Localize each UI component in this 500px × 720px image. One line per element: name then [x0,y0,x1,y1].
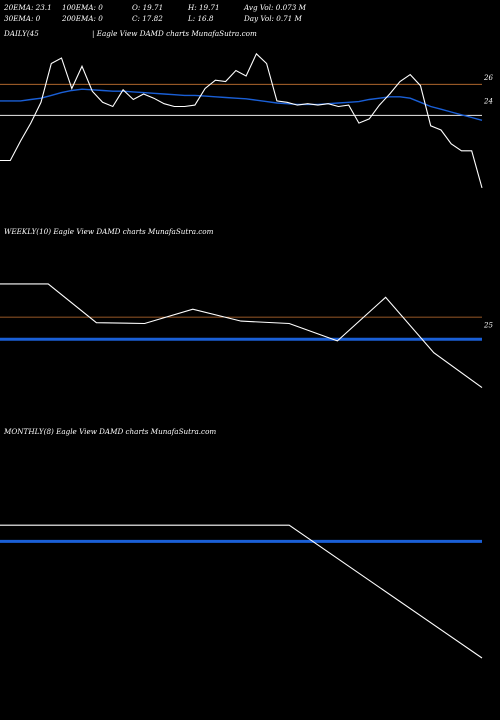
ema20-readout: 20EMA: 23.1 [4,3,52,12]
day-vol-readout: Day Vol: 0.71 M [244,14,302,23]
monthly-panel-label: MONTHLY(8) Eagle View DAMD charts Munafa… [4,427,217,436]
daily-panel-subtitle: | Eagle View DAMD charts MunafaSutra.com [92,29,257,38]
daily-price-line [0,52,483,189]
weekly-price-line [0,283,483,389]
weekly-panel-label: WEEKLY(10) Eagle View DAMD charts Munafa… [4,227,214,236]
close-readout: C: 17.82 [132,14,163,23]
daily-price-label-24: 24 [483,97,493,105]
open-readout: O: 19.71 [132,3,164,12]
low-readout: L: 16.8 [188,14,214,23]
daily-panel-label: DAILY(45 [4,29,39,38]
high-readout: H: 19.71 [188,3,220,12]
daily-ema-line [0,88,483,121]
ema200-readout: 200EMA: 0 [62,14,103,23]
weekly-price-label-25: 25 [483,322,493,330]
ema30-readout: 30EMA: 0 [4,14,41,23]
monthly-price-line [0,524,483,659]
daily-price-label-26: 26 [483,74,493,82]
avg-vol-readout: Avg Vol: 0.073 M [244,3,306,12]
ema100-readout: 100EMA: 0 [62,3,103,12]
